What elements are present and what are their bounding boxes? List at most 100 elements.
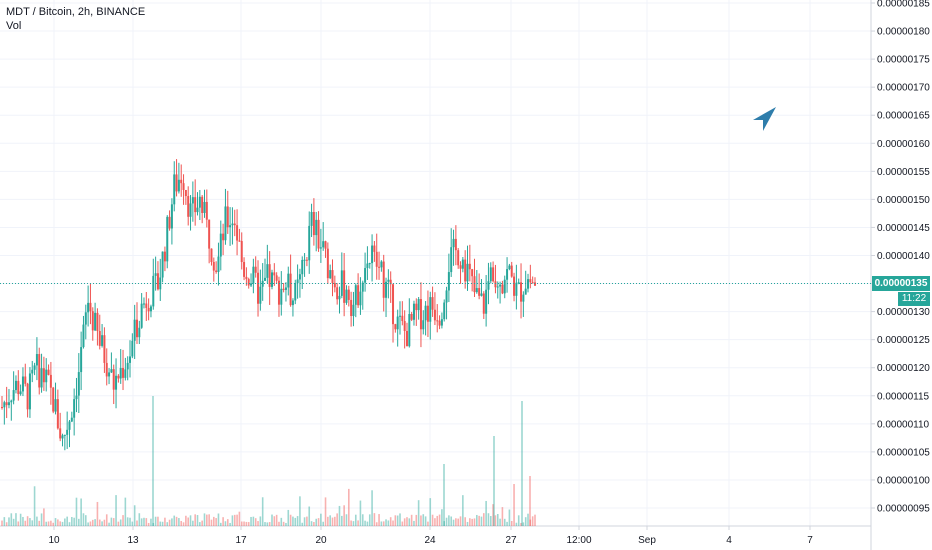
candle-body [361,282,364,292]
candle-body [375,251,378,267]
candle-body [280,288,283,305]
volume-bar [136,520,138,526]
candle-body [480,293,483,296]
candle-body [138,327,141,338]
volume-bar [441,509,443,526]
volume-bar [506,521,508,526]
candle-body [405,330,408,347]
volume-bar [3,517,6,526]
candle-body [226,206,229,228]
volume-bar [308,506,311,526]
volume-bar [271,514,273,526]
volume-bar [438,514,441,526]
volume-bar [24,520,27,526]
candle-body [399,315,402,317]
candle-body [96,312,99,332]
candle-body [156,273,159,290]
price-tick-label: 0.00000145 [877,223,930,234]
candle-body [19,391,22,395]
volume-bar [166,522,169,526]
candle-body [457,250,460,266]
candle-body [80,347,83,373]
volume-bar [380,521,383,526]
volume-bar [310,521,313,526]
candle-body [336,287,339,300]
volume-bar [529,519,532,526]
volume-bar [450,516,453,526]
volume-bar [224,521,227,526]
volume-bar [399,513,401,526]
candle-body [452,238,455,248]
price-tick-label: 0.00000165 [877,111,930,122]
volume-label[interactable]: Vol [6,20,22,32]
candle-body [273,272,276,276]
candle-body [275,275,278,281]
volume-bar [278,521,280,526]
cursor-arrow-icon[interactable] [750,105,778,133]
candle-body [266,264,269,278]
candle-body [243,262,246,277]
candle-body [129,356,132,363]
volume-bar [266,522,269,526]
volume-bar [357,520,359,526]
candle-body [49,374,52,388]
candle-body [10,400,13,403]
time-tick-label: 4 [726,535,732,546]
volume-bar [406,517,408,526]
symbol-title[interactable]: MDT / Bitcoin, 2h, BINANCE [6,6,146,18]
volume-bar [466,521,469,526]
volume-bar [459,516,462,526]
candle-body [371,245,374,264]
candle-body [63,434,66,436]
candle-body [112,369,115,390]
candle-body [329,270,332,279]
volume-bar [485,500,487,526]
volume-bar [254,518,257,526]
candle-body [70,417,73,422]
volume-bar [336,513,338,526]
candle-body [352,304,355,317]
candle-body [147,307,150,312]
volume-bar [40,513,43,526]
volume-bar [82,513,85,526]
candle-body [450,247,453,273]
candle-body [473,276,476,293]
volume-bar [469,518,471,526]
volume-bar [31,520,34,526]
candle-body [189,203,192,217]
volume-bar [164,517,166,526]
candle-body [3,402,6,408]
volume-bar [122,515,124,526]
volume-bar [292,516,294,526]
candle-body [98,331,101,346]
volume-bar [299,496,301,526]
volume-bar [73,517,75,526]
candle-body [326,248,329,279]
candle-body [282,288,285,290]
candle-body [436,320,439,322]
volume-bar [445,517,448,526]
candle-body [140,303,143,328]
price-tick-label: 0.00000140 [877,251,930,262]
volume-bar [26,516,29,526]
candle-body [198,196,201,208]
candle-body [259,286,262,304]
volume-bar [334,516,336,526]
candle-body [203,201,206,213]
candle-body [310,211,313,226]
candle-body [419,299,422,330]
volume-bar [17,521,20,526]
candle-body [308,225,311,261]
candle-body [212,261,215,271]
volume-bar [422,514,425,526]
volume-bar [350,520,352,526]
candle-body [173,174,176,205]
volume-bar [47,521,50,526]
price-tick-label: 0.00000175 [877,55,930,66]
candle-body [319,247,322,249]
volume-bar [36,516,38,526]
candle-body [385,281,388,298]
volume-bar [443,521,446,526]
